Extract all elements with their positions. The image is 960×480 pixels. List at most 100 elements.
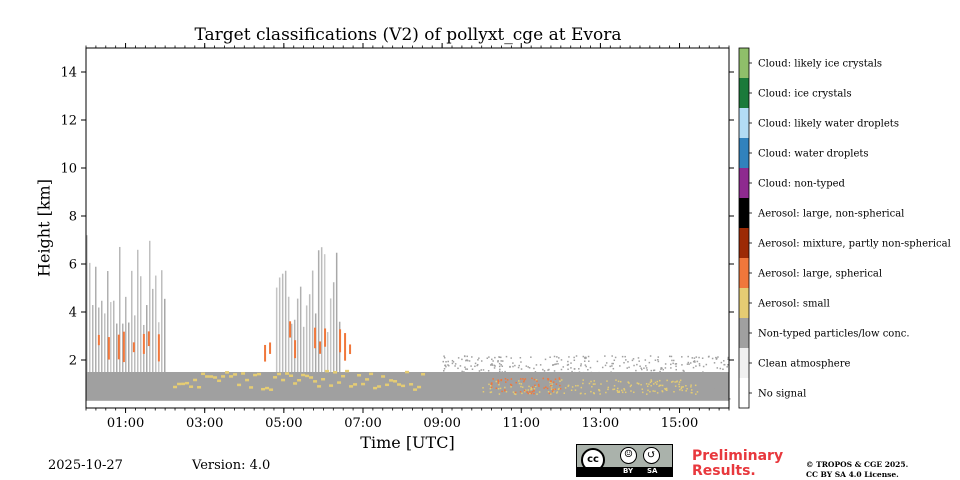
region-layer-cell: [341, 374, 346, 378]
region-dot: [673, 391, 675, 393]
region-streak: [264, 344, 267, 362]
region-column: [290, 323, 293, 372]
region-dot: [686, 372, 689, 375]
region-layer-cell: [389, 379, 394, 382]
region-dot: [504, 378, 507, 380]
region-dot: [584, 392, 586, 395]
region-dot: [497, 380, 500, 383]
region-layer-cell: [421, 372, 426, 376]
region-dot: [649, 378, 652, 381]
region-dot: [664, 363, 667, 365]
region-dot: [542, 368, 544, 371]
region-dot: [602, 380, 604, 383]
region-fill: [86, 372, 729, 401]
region-column: [95, 266, 97, 372]
region-dot: [444, 364, 447, 367]
region-dot: [606, 380, 608, 382]
region-dot: [442, 377, 444, 380]
region-dot: [623, 381, 626, 383]
region-dot: [558, 387, 560, 390]
region-dot: [570, 362, 572, 364]
region-dot: [443, 396, 446, 399]
region-dot: [527, 389, 530, 391]
region-dot: [698, 382, 701, 384]
version-label: Version: 4.0: [192, 458, 271, 473]
region-dot: [646, 393, 648, 395]
colorbar-swatch: [739, 198, 749, 228]
region-dot: [447, 364, 450, 367]
region-column: [137, 249, 139, 372]
region-dot: [657, 360, 660, 363]
region-layer-cell: [273, 376, 278, 379]
region-dot: [598, 372, 601, 375]
region-dot: [454, 363, 457, 365]
region-dot: [644, 397, 647, 400]
region-dot: [574, 371, 576, 374]
region-dot: [552, 388, 554, 391]
region-dot: [497, 360, 499, 363]
region-dot: [508, 391, 510, 393]
region-column: [110, 302, 112, 372]
region-dot: [545, 378, 548, 380]
region-dot: [723, 391, 725, 394]
region-dot: [505, 381, 507, 383]
region-dot: [552, 364, 555, 366]
y-axis: 2 4 6 8 10 12 14: [60, 66, 734, 369]
region-column: [302, 326, 305, 372]
region-dot: [691, 357, 694, 359]
preliminary-line-2: Results.: [692, 463, 756, 479]
region-dot: [495, 397, 497, 399]
region-dot: [558, 378, 561, 380]
region-dot: [727, 373, 729, 375]
region-dot: [476, 364, 478, 367]
region-dot: [544, 358, 547, 361]
region-dot: [612, 367, 615, 370]
region-dot: [621, 389, 623, 392]
region-dot: [586, 378, 589, 381]
region-dot: [500, 386, 502, 388]
region-dot: [678, 381, 681, 383]
region-dot: [619, 382, 622, 384]
region-layer-cell: [229, 375, 234, 378]
region-dot: [533, 378, 536, 381]
region-dot: [675, 368, 677, 371]
region-streak: [97, 334, 100, 346]
region-column: [140, 276, 142, 372]
region-dot: [445, 365, 447, 368]
region-dot: [682, 369, 684, 372]
region-dot: [665, 389, 668, 391]
region-dot: [681, 389, 683, 392]
region-dot: [469, 393, 471, 396]
region-dot: [727, 364, 729, 366]
region-dot: [513, 393, 516, 395]
region-dot: [695, 386, 697, 389]
region-dot: [637, 391, 640, 394]
region-dot: [683, 370, 685, 372]
region-dot: [470, 389, 473, 392]
region-dot: [692, 366, 695, 369]
region-column: [320, 247, 323, 372]
region-dot: [488, 356, 490, 358]
region-dot: [533, 389, 535, 392]
region-dot: [601, 366, 604, 369]
region-dot: [668, 355, 671, 358]
region-layer-cell: [381, 375, 386, 378]
region-dot: [511, 374, 514, 377]
region-dot: [645, 365, 647, 367]
region-layer-cell: [237, 383, 242, 387]
region-dot: [634, 387, 636, 389]
region-dot: [443, 370, 445, 372]
region-dot: [475, 373, 477, 376]
colorbar-label: Cloud: water droplets: [758, 149, 869, 160]
region-dot: [664, 387, 666, 390]
region-dot: [604, 384, 606, 387]
region-dot: [509, 365, 511, 368]
region-dot: [683, 378, 685, 381]
region-dot: [573, 368, 576, 370]
region-dot: [648, 361, 651, 364]
region-dot: [585, 387, 587, 390]
region-dot: [498, 356, 501, 358]
region-dot: [728, 398, 731, 400]
region-dot: [664, 388, 667, 391]
region-dot: [686, 363, 689, 365]
